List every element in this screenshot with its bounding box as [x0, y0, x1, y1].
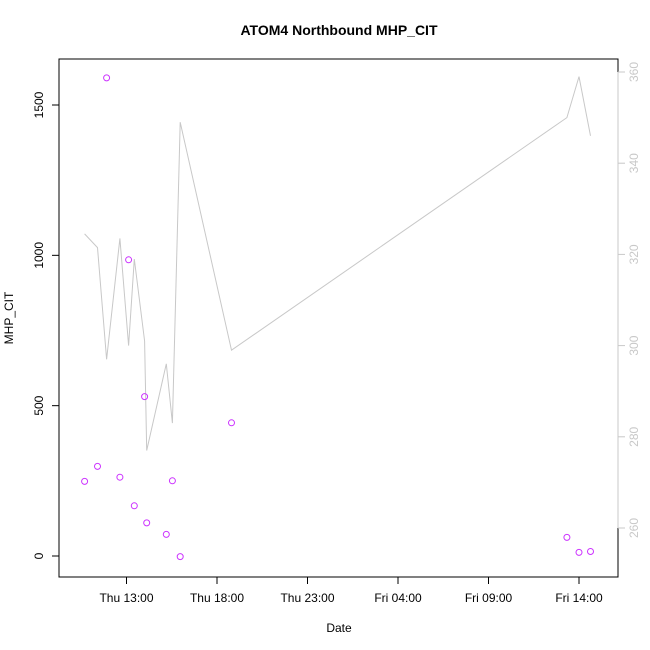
y2-tick-label: 320	[627, 244, 641, 264]
y-axis: 0 500 1000 1500	[32, 91, 60, 559]
plot-box	[58, 58, 619, 578]
y2-tick-label: 300	[627, 335, 641, 355]
data-point	[587, 548, 594, 555]
x-axis: Thu 13:00 Thu 18:00 Thu 23:00 Fri 04:00 Fri …	[99, 576, 603, 605]
data-point	[162, 530, 170, 538]
line-series	[84, 76, 591, 451]
y2-tick-label: 260	[627, 518, 641, 538]
line-path	[84, 76, 591, 451]
data-point	[168, 477, 176, 485]
y-tick-label: 500	[32, 395, 46, 415]
x-tick-label: Fri 14:00	[555, 591, 603, 605]
data-point	[228, 419, 235, 427]
chart-title: ATOM4 Northbound MHP_CIT	[240, 22, 437, 38]
x-tick-label: Thu 23:00	[280, 591, 334, 605]
x-axis-label: Date	[326, 621, 352, 635]
data-point	[81, 477, 89, 485]
data-point	[103, 74, 111, 82]
data-point	[125, 256, 133, 264]
y2-tick-label: 360	[627, 62, 641, 82]
y-axis-label: MHP_CIT	[2, 291, 16, 344]
data-point	[575, 548, 583, 556]
y-tick-label: 1500	[32, 91, 46, 118]
data-point	[563, 533, 571, 541]
y-tick-label: 1000	[32, 242, 46, 269]
y2-axis: 260 280 300 320 340 360	[617, 62, 641, 538]
y2-tick-label: 340	[627, 153, 641, 173]
point-series	[81, 74, 594, 561]
x-tick-label: Fri 09:00	[465, 591, 513, 605]
x-tick-label: Fri 04:00	[374, 591, 422, 605]
data-point	[94, 462, 101, 470]
data-point	[176, 553, 184, 561]
y-tick-label: 0	[32, 552, 46, 559]
data-point	[141, 393, 149, 401]
x-tick-label: Thu 18:00	[190, 591, 244, 605]
data-point	[116, 473, 124, 481]
x-tick-label: Thu 13:00	[99, 591, 153, 605]
data-point	[130, 502, 138, 510]
y2-tick-label: 280	[627, 426, 641, 446]
data-point	[143, 519, 151, 527]
